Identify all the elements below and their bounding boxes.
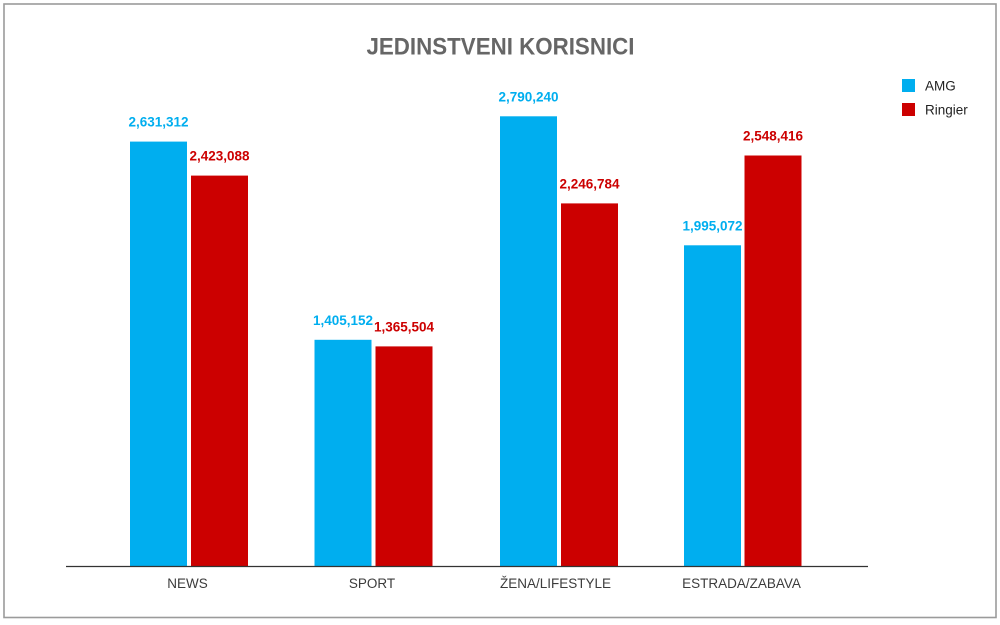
svg-text:NEWS: NEWS bbox=[167, 576, 208, 591]
svg-text:2,423,088: 2,423,088 bbox=[189, 149, 250, 164]
svg-text:ESTRADA/ZABAVA: ESTRADA/ZABAVA bbox=[682, 576, 801, 591]
svg-text:1,405,152: 1,405,152 bbox=[313, 313, 373, 328]
svg-text:1,995,072: 1,995,072 bbox=[682, 218, 742, 233]
svg-text:Ringier: Ringier bbox=[925, 103, 968, 118]
svg-text:2,631,312: 2,631,312 bbox=[128, 115, 188, 130]
svg-text:SPORT: SPORT bbox=[349, 576, 395, 591]
svg-text:1,365,504: 1,365,504 bbox=[374, 319, 435, 334]
svg-text:2,246,784: 2,246,784 bbox=[559, 176, 620, 191]
svg-text:AMG: AMG bbox=[925, 79, 956, 94]
svg-text:JEDINSTVENI KORISNICI: JEDINSTVENI KORISNICI bbox=[367, 34, 635, 61]
svg-text:ŽENA/LIFESTYLE: ŽENA/LIFESTYLE bbox=[500, 576, 611, 591]
svg-text:2,548,416: 2,548,416 bbox=[743, 129, 804, 144]
svg-text:2,790,240: 2,790,240 bbox=[498, 89, 558, 104]
